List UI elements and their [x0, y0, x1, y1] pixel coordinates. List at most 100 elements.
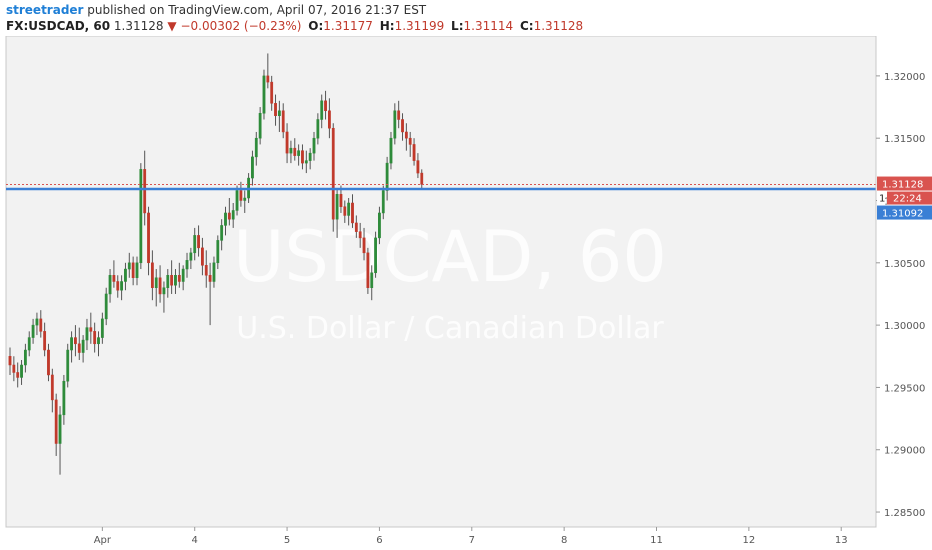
candle-body — [174, 275, 177, 286]
candle-body — [35, 318, 39, 326]
candle-body — [397, 110, 401, 120]
x-tick-label: 12 — [742, 535, 755, 546]
candle-body — [170, 275, 174, 286]
candle-body — [12, 364, 16, 373]
countdown-label: 22:24 — [893, 194, 922, 205]
candle-body — [331, 127, 335, 220]
candle-body — [293, 147, 297, 156]
candle-body — [220, 225, 224, 241]
y-tick-label: 1.29500 — [884, 383, 925, 394]
candle-body — [93, 331, 97, 345]
price-label-last: 1.31128 — [877, 176, 932, 191]
candle-body — [81, 339, 85, 353]
candle-body — [262, 75, 266, 114]
candle-body — [193, 235, 197, 254]
low-value: 1.31114 — [463, 19, 514, 33]
low-label: L: — [451, 19, 464, 33]
published-text: published on TradingView.com, April 07, … — [83, 3, 427, 17]
candle-body — [31, 324, 35, 338]
candles-layer — [8, 53, 424, 475]
candle-body — [77, 343, 81, 353]
candle-body — [177, 275, 181, 282]
candle-body — [339, 194, 343, 207]
candle-body — [185, 260, 189, 270]
candle-body — [100, 318, 104, 338]
candle-body — [258, 113, 262, 139]
candle-body — [70, 337, 73, 351]
candle-body — [354, 222, 358, 232]
hline-price-label: 1.31092 — [882, 209, 923, 220]
time-axis[interactable]: Apr 4 5 6 7 8 11 12 13 — [6, 526, 876, 546]
candle-body — [401, 119, 404, 133]
candle-body — [201, 247, 204, 266]
open-label: O: — [308, 19, 324, 33]
candle-body — [274, 103, 277, 117]
author-link[interactable]: streetrader — [6, 3, 84, 17]
x-tick-label: 5 — [284, 535, 290, 546]
watermark-symbol: USDCAD, 60 — [233, 216, 667, 298]
open-value: 1.31177 — [323, 19, 373, 33]
candle-body — [324, 100, 327, 112]
candle-body — [254, 137, 258, 158]
candle-body — [381, 190, 385, 214]
price-change: −0.00302 (−0.23%) — [180, 19, 302, 33]
candle-body — [58, 414, 62, 444]
candle-body — [389, 137, 393, 164]
candle-body — [362, 237, 366, 254]
y-tick-label: 1.28500 — [884, 508, 925, 519]
candle-body — [301, 150, 304, 164]
candle-body — [297, 150, 301, 156]
candle-body — [374, 237, 377, 274]
y-tick-label: 1.29000 — [884, 446, 925, 457]
candle-body — [143, 169, 147, 214]
symbol-label: FX:USDCAD, 60 — [6, 19, 111, 33]
candle-body — [108, 275, 112, 295]
candle-body — [393, 110, 397, 139]
candle-body — [347, 202, 351, 216]
price-label-hline: 1.31092 — [877, 205, 932, 220]
candle-body — [266, 75, 270, 83]
candle-body — [127, 262, 131, 270]
candle-body — [124, 268, 127, 282]
candle-body — [316, 119, 320, 139]
candle-body — [189, 252, 193, 261]
candle-body — [320, 100, 324, 120]
candle-body — [66, 349, 70, 382]
svg-text:1: 1 — [879, 194, 885, 205]
candle-body — [308, 152, 312, 161]
candle-body — [120, 281, 124, 291]
x-tick-label: Apr — [94, 535, 112, 546]
candle-body — [154, 277, 158, 288]
close-value: 1.31128 — [533, 19, 584, 33]
high-label: H: — [379, 19, 395, 33]
candle-body — [404, 131, 408, 139]
high-value: 1.31199 — [394, 19, 445, 33]
candle-body — [135, 262, 139, 279]
candle-body — [62, 380, 66, 416]
price-chart[interactable]: USDCAD, 60 U.S. Dollar / Canadian Dollar… — [0, 36, 932, 550]
price-label-countdown: 1 22:24 — [877, 191, 932, 205]
candle-body — [131, 262, 135, 279]
candle-body — [358, 231, 362, 239]
watermark: USDCAD, 60 U.S. Dollar / Canadian Dollar — [233, 216, 667, 346]
candle-body — [147, 212, 150, 264]
last-price: 1.31128 — [113, 19, 164, 33]
candle-body — [212, 262, 216, 282]
watermark-description: U.S. Dollar / Canadian Dollar — [236, 311, 664, 346]
candle-body — [343, 206, 347, 216]
candle-body — [139, 169, 143, 264]
candle-body — [378, 212, 381, 239]
candle-body — [216, 240, 220, 264]
candle-body — [20, 364, 23, 378]
candle-body — [8, 356, 12, 366]
candle-body — [23, 349, 27, 366]
candle-body — [224, 212, 227, 226]
candle-body — [285, 131, 289, 154]
candle-body — [239, 190, 243, 201]
candle-body — [112, 275, 116, 282]
price-axis[interactable]: 1.320001.315001.310001.305001.300001.295… — [875, 36, 925, 527]
candle-body — [150, 262, 154, 288]
candle-body — [370, 272, 374, 288]
candle-body — [270, 81, 274, 104]
candle-body — [204, 265, 208, 276]
